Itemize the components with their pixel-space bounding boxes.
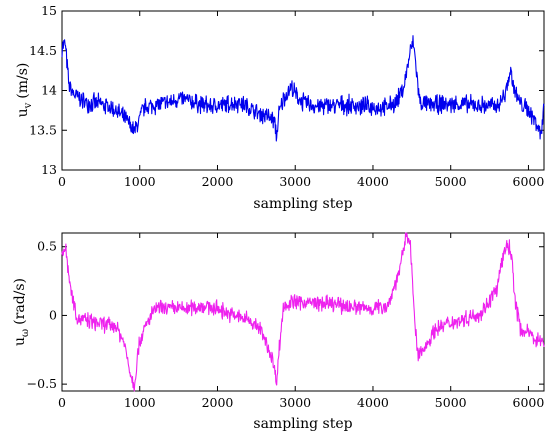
velocity-y-label-subscript: v xyxy=(23,102,34,109)
angular-x-tick-label: 3000 xyxy=(279,395,311,410)
velocity-y-label-unit: (m/s) xyxy=(15,63,31,99)
velocity-plot-frame xyxy=(61,10,545,171)
velocity-x-tick-label: 1000 xyxy=(124,174,156,189)
velocity-y-tick-label: 14.5 xyxy=(29,43,57,58)
angular-y-tick-label: −0.5 xyxy=(27,376,57,391)
angular-plot-frame xyxy=(61,232,545,392)
angular-axis-ticks xyxy=(61,233,544,391)
velocity-x-axis-label: sampling step xyxy=(253,196,352,212)
velocity-x-tick-label: 5000 xyxy=(435,174,467,189)
angular-x-axis-label: sampling step xyxy=(253,416,352,432)
angular-x-tick-label: 4000 xyxy=(357,395,389,410)
velocity-x-tick-label: 6000 xyxy=(513,174,545,189)
angular-panel: 0 1000 2000 3000 4000 5000 6000 −0.500.5 sampl… xyxy=(12,232,545,432)
velocity-y-tick-label: 13 xyxy=(41,162,57,177)
angular-x-tick-label: 5000 xyxy=(435,395,467,410)
velocity-x-tick-label: 3000 xyxy=(279,174,311,189)
angular-series xyxy=(61,232,545,392)
velocity-x-tick-labels: 0 1000 2000 3000 4000 5000 6000 xyxy=(58,174,544,189)
angular-y-tick-label: 0 xyxy=(49,307,57,322)
velocity-panel: 0 1000 2000 3000 4000 5000 6000 13 13.5 14 14.5 15… xyxy=(15,3,545,212)
angular-x-tick-label: 0 xyxy=(58,395,66,410)
velocity-series-line xyxy=(61,35,545,142)
angular-y-tick-labels: −0.5 0 0.5 xyxy=(27,239,57,391)
angular-y-label-unit: (rad/s) xyxy=(12,278,28,325)
velocity-y-tick-label: 13.5 xyxy=(29,122,57,137)
angular-y-axis-label: uω (rad/s) xyxy=(12,278,31,346)
angular-x-tick-label: 1000 xyxy=(124,395,156,410)
velocity-x-tick-label: 2000 xyxy=(202,174,234,189)
velocity-y-tick-labels: 13 13.5 14 14.5 15 xyxy=(29,3,57,177)
velocity-y-tick-label: 14 xyxy=(41,83,57,98)
velocity-y-axis-label: uv (m/s) xyxy=(15,63,34,118)
angular-x-tick-label: 2000 xyxy=(202,395,234,410)
velocity-x-tick-label: 0 xyxy=(58,174,66,189)
angular-y-label-subscript: ω xyxy=(20,329,31,337)
angular-x-tick-labels: 0 1000 2000 3000 4000 5000 6000 xyxy=(58,395,544,410)
angular-y-tick-label: 0.5 xyxy=(37,239,57,254)
velocity-x-tick-label: 4000 xyxy=(357,174,389,189)
angular-x-tick-label: 6000 xyxy=(513,395,545,410)
velocity-series xyxy=(61,35,545,142)
velocity-axis-ticks xyxy=(61,10,544,171)
velocity-y-tick-label: 15 xyxy=(41,3,57,18)
angular-series-line xyxy=(61,232,545,392)
angular-y-label-main: u xyxy=(12,337,28,346)
velocity-y-label-main: u xyxy=(15,108,31,117)
